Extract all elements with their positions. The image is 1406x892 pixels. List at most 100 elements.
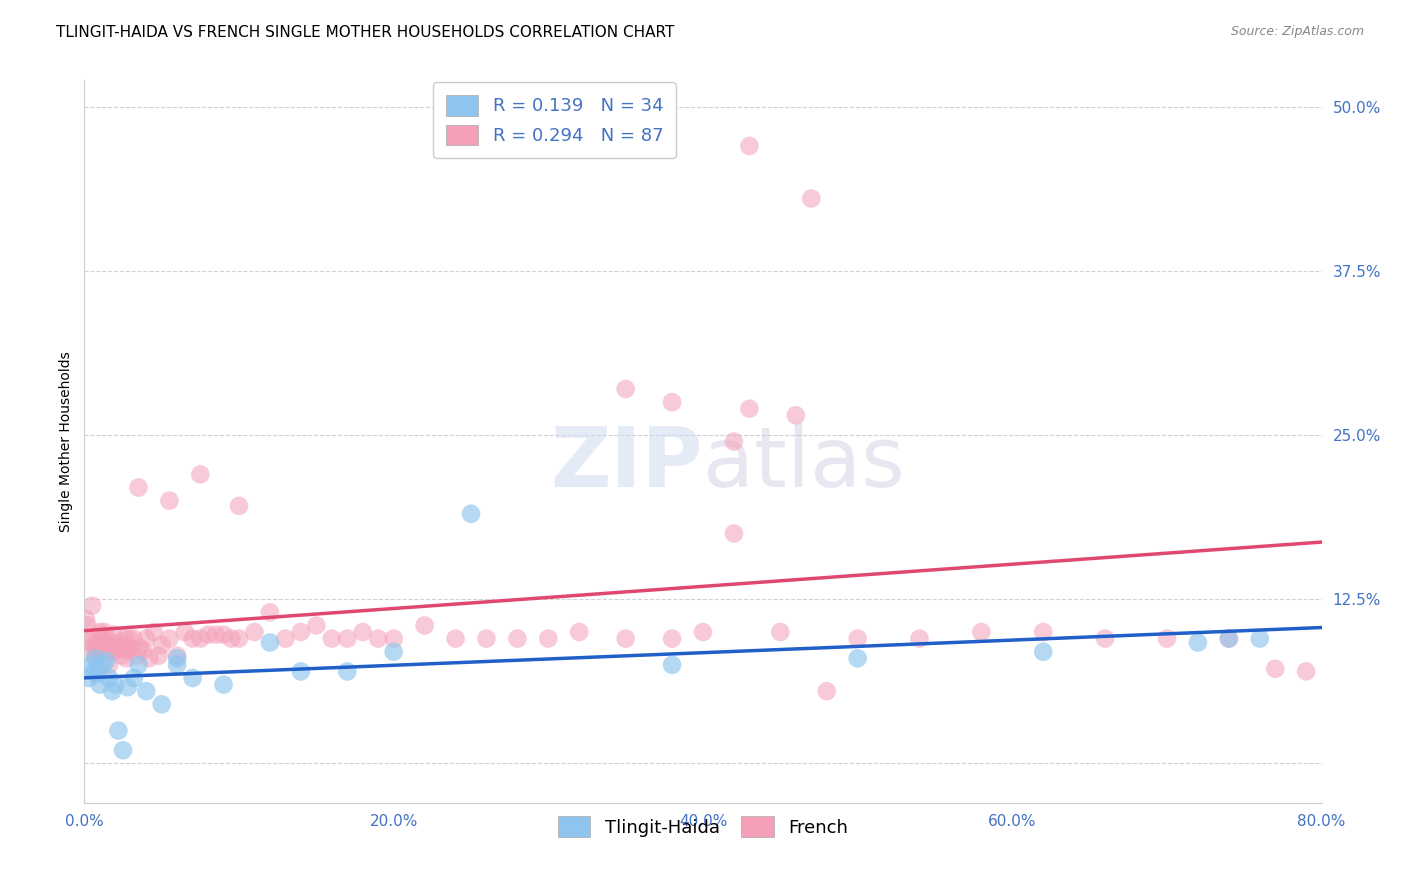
Point (212, 677, 235, 691)
Point (188, 632, 211, 646)
Point (110, 648, 132, 663)
Point (382, 632, 405, 646)
Point (79, 635, 101, 649)
Point (661, 395, 683, 409)
Point (117, 643, 139, 657)
Point (692, 625, 714, 640)
Point (259, 635, 281, 649)
Point (661, 632, 683, 646)
Point (1249, 632, 1271, 646)
Text: ZIP: ZIP (551, 423, 703, 504)
Point (785, 409, 807, 423)
Point (181, 632, 204, 646)
Point (107, 723, 129, 738)
Point (1218, 632, 1240, 646)
Point (101, 684, 124, 698)
Point (107, 635, 129, 649)
Point (77, 671, 100, 685)
Point (382, 645, 405, 659)
Point (150, 698, 173, 712)
Point (101, 643, 124, 657)
Point (94, 654, 117, 668)
Point (174, 625, 197, 640)
Point (738, 401, 761, 416)
Text: Source: ZipAtlas.com: Source: ZipAtlas.com (1230, 25, 1364, 38)
Point (148, 648, 170, 663)
Point (1187, 635, 1209, 649)
Point (800, 192, 823, 206)
Point (1032, 645, 1054, 659)
Point (82, 599, 104, 613)
Point (138, 651, 160, 665)
Point (100, 638, 122, 652)
Point (120, 640, 142, 655)
Legend: Tlingit-Haida, French: Tlingit-Haida, French (551, 809, 855, 845)
Point (75, 612, 97, 626)
Point (83, 638, 105, 652)
Point (87, 662, 110, 676)
Point (103, 627, 125, 641)
Point (305, 618, 328, 632)
Point (84, 648, 107, 663)
Point (290, 625, 312, 640)
Point (89, 625, 111, 640)
Point (1032, 625, 1054, 640)
Point (1094, 632, 1116, 646)
Point (444, 632, 467, 646)
Point (1264, 662, 1286, 676)
Point (166, 651, 188, 665)
Point (98, 671, 121, 685)
Point (219, 632, 242, 646)
Text: TLINGIT-HAIDA VS FRENCH SINGLE MOTHER HOUSEHOLDS CORRELATION CHART: TLINGIT-HAIDA VS FRENCH SINGLE MOTHER HO… (56, 25, 675, 40)
Point (104, 643, 127, 657)
Point (93, 625, 115, 640)
Point (125, 648, 148, 663)
Point (89, 677, 111, 691)
Point (188, 467, 211, 482)
Point (117, 680, 139, 694)
Point (91, 657, 114, 672)
Point (135, 632, 157, 646)
Point (846, 632, 869, 646)
Point (91, 640, 114, 655)
Point (1218, 632, 1240, 646)
Point (228, 632, 250, 646)
Point (127, 657, 149, 672)
Point (290, 665, 312, 679)
Point (537, 632, 560, 646)
Point (970, 625, 993, 640)
Point (90, 630, 112, 644)
Point (129, 640, 152, 655)
Point (846, 651, 869, 665)
Point (127, 481, 149, 495)
Point (105, 638, 128, 652)
Point (723, 526, 745, 541)
Point (77, 632, 100, 646)
Point (568, 625, 591, 640)
Point (336, 632, 359, 646)
Point (122, 671, 145, 685)
Point (274, 632, 297, 646)
Point (86, 667, 108, 681)
Point (413, 618, 436, 632)
Y-axis label: Single Mother Households: Single Mother Households (59, 351, 73, 532)
Point (87, 635, 110, 649)
Point (738, 139, 761, 153)
Point (82, 657, 104, 672)
Point (205, 627, 228, 641)
Point (352, 625, 374, 640)
Point (336, 665, 359, 679)
Point (259, 605, 281, 619)
Point (94, 630, 117, 644)
Point (321, 632, 343, 646)
Point (82, 645, 104, 659)
Point (132, 643, 155, 657)
Point (166, 648, 188, 663)
Point (212, 627, 235, 641)
Point (112, 743, 135, 757)
Point (114, 632, 136, 646)
Point (614, 632, 637, 646)
Text: atlas: atlas (703, 423, 904, 504)
Point (84, 651, 107, 665)
Point (86, 640, 108, 655)
